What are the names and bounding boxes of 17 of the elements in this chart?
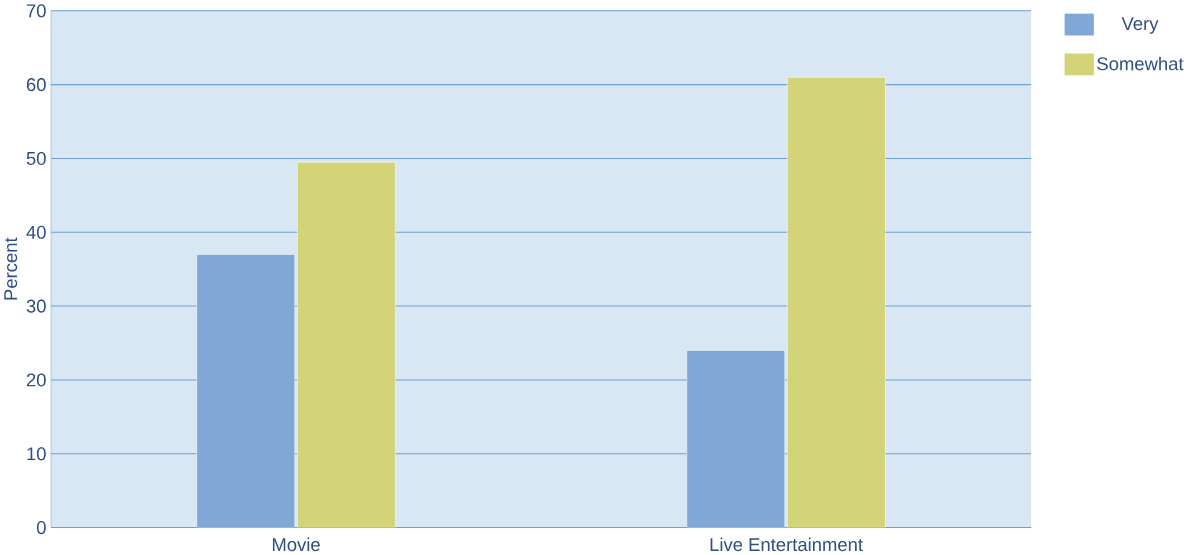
y-tick-label: 10 <box>27 447 46 461</box>
legend-label: Very <box>1121 17 1159 34</box>
y-tick-label: 70 <box>26 4 46 18</box>
x-tick-label: Live Entertainment <box>710 537 863 551</box>
legend-label: Somewhat <box>1097 56 1184 71</box>
x-tick-label: Movie <box>272 537 320 551</box>
bar <box>297 161 396 528</box>
y-tick-label: 40 <box>26 225 46 239</box>
y-tick-label: 0 <box>36 520 46 534</box>
y-tick-label: 30 <box>26 299 46 313</box>
y-tick-label: 60 <box>26 77 46 91</box>
y-tick-label: 50 <box>26 151 46 165</box>
bar <box>196 253 296 528</box>
bar <box>686 349 786 528</box>
y-axis-title: Percent <box>4 237 18 300</box>
bar <box>787 76 886 528</box>
y-tick-label: 20 <box>26 373 46 387</box>
